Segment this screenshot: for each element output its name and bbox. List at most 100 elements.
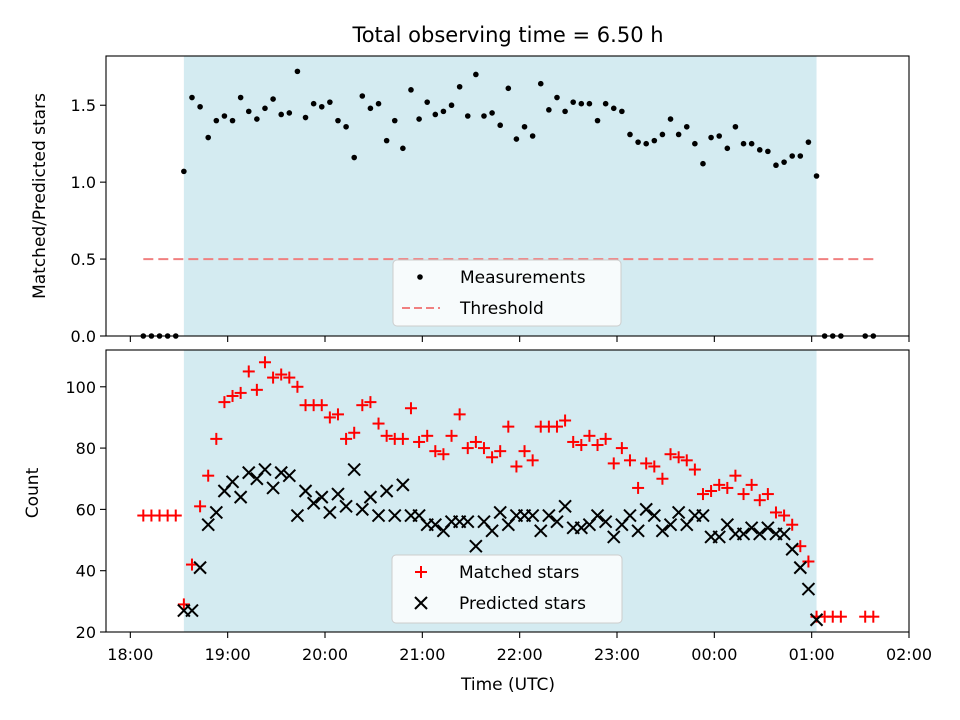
matched-star-point	[218, 396, 231, 409]
measurement-point	[675, 131, 682, 138]
measurement-point	[619, 108, 625, 115]
matched-star-point	[372, 417, 385, 430]
legend-matched-marker	[415, 566, 427, 578]
predicted-star-point	[242, 465, 256, 480]
predicted-star-stroke	[542, 508, 556, 523]
matched-star-point	[575, 439, 588, 452]
measurement-point	[692, 140, 698, 147]
matched-star-point	[437, 448, 450, 461]
measurement-point	[505, 85, 512, 92]
measurement-point	[627, 131, 633, 138]
measurement-point	[546, 107, 552, 113]
bottom-xtick-label: 02:00	[886, 645, 932, 664]
matched-star-point	[640, 457, 653, 470]
matched-star-point	[348, 426, 361, 439]
matched-star-point	[737, 488, 750, 501]
measurement-point	[562, 108, 568, 115]
predicted-star-point	[534, 524, 548, 538]
measurement-point	[367, 105, 374, 112]
measurement-point	[683, 123, 690, 130]
matched-star-point	[275, 368, 288, 381]
matched-star-point	[421, 429, 434, 442]
matched-star-point	[453, 408, 466, 421]
legend-threshold-label: Threshold	[459, 299, 544, 319]
predicted-star-stroke	[598, 514, 613, 529]
predicted-star-stroke	[777, 527, 791, 541]
bottom-legend-box	[391, 554, 623, 624]
legend-measurements-marker	[417, 274, 423, 280]
matched-star-point	[413, 435, 426, 448]
measurement-point	[408, 87, 414, 93]
predicted-star-stroke	[623, 508, 637, 523]
predicted-star-point	[306, 496, 321, 510]
predicted-star-stroke	[744, 521, 759, 535]
predicted-star-point	[258, 462, 272, 477]
bottom-xticks: 18:00 19:00 20:00 21:00 22:00 23:00 00:00 01:00…	[107, 632, 932, 664]
top-panel: Total observing time = 6.50 h Matched/Pr…	[30, 23, 910, 346]
measurement-point	[237, 94, 244, 101]
predicted-star-stroke	[801, 582, 816, 596]
measurement-point	[481, 113, 487, 119]
predicted-star-point	[339, 499, 353, 514]
predicted-star-point	[671, 505, 686, 520]
measurement-point	[529, 133, 536, 139]
predicted-star-stroke	[639, 502, 653, 517]
measurement-point	[659, 131, 666, 138]
measurement-point	[643, 140, 649, 147]
top-axes-frame	[105, 55, 910, 337]
matched-star-point	[340, 432, 353, 445]
bottom-xtick-label: 19:00	[205, 645, 251, 664]
legend-measurements-label: Measurements	[460, 268, 586, 288]
matched-star-point	[510, 460, 523, 473]
bottom-xtick-label: 21:00	[399, 645, 445, 664]
measurement-point	[424, 99, 431, 105]
measurement-point	[400, 145, 406, 152]
bottom-ytick-label: 20	[76, 623, 96, 642]
predicted-star-point	[647, 508, 662, 523]
bottom-yticks: 20 40 60 80 100	[65, 378, 106, 642]
predicted-star-stroke	[412, 508, 426, 523]
predicted-star-stroke	[201, 518, 215, 532]
measurement-point	[748, 140, 755, 147]
predicted-star-stroke	[347, 462, 361, 477]
measurement-point	[570, 99, 576, 105]
predicted-star-stroke	[379, 484, 394, 498]
predicted-star-stroke	[396, 478, 410, 492]
predicted-star-stroke	[477, 514, 491, 529]
matched-star-point	[258, 356, 271, 369]
measurement-point	[205, 134, 211, 141]
matched-star-point	[559, 414, 572, 427]
predicted-star-point	[801, 582, 816, 596]
predicted-star-point	[753, 527, 767, 541]
predicted-star-point	[233, 490, 248, 504]
measurement-point	[375, 100, 382, 107]
predicted-star-stroke	[339, 499, 353, 514]
matched-star-point	[469, 435, 482, 448]
measurement-point	[343, 123, 349, 130]
measurement-point	[351, 154, 358, 161]
matched-star-point	[786, 518, 799, 531]
predicted-star-point	[542, 508, 556, 523]
matched-star-point	[234, 386, 247, 399]
predicted-star-stroke	[696, 508, 710, 523]
top-title: Total observing time = 6.50 h	[351, 23, 663, 47]
predicted-star-stroke	[655, 524, 670, 538]
predicted-star-stroke	[371, 508, 386, 523]
matched-star-point	[194, 500, 207, 513]
measurement-point	[586, 100, 593, 107]
bottom-xtick-label: 18:00	[107, 645, 153, 664]
predicted-star-point	[209, 505, 224, 520]
matched-star-point	[267, 371, 280, 384]
measurement-point	[797, 153, 804, 159]
measurement-point	[813, 173, 820, 179]
top-ytick-label: 1.0	[71, 173, 96, 192]
predicted-star-stroke	[712, 530, 726, 544]
matched-star-point	[615, 442, 628, 455]
matched-star-point	[404, 402, 417, 415]
legend-predicted-label: Predicted stars	[459, 594, 586, 614]
bottom-ytick-label: 80	[76, 439, 96, 458]
predicted-star-stroke	[298, 484, 313, 498]
top-xticks	[129, 336, 910, 342]
bottom-xlabel: Time (UTC)	[460, 675, 555, 695]
